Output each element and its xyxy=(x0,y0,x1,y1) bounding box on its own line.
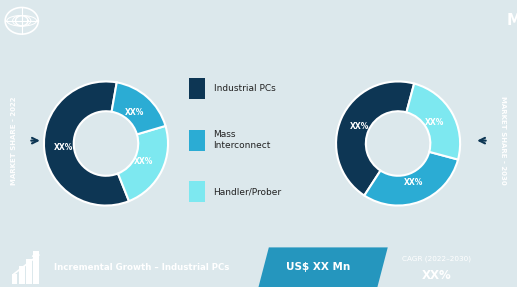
Polygon shape xyxy=(258,247,388,287)
Text: XX%: XX% xyxy=(54,143,74,152)
Bar xyxy=(19,266,25,284)
Bar xyxy=(26,259,32,284)
Text: Mass
Interconnect: Mass Interconnect xyxy=(214,130,271,150)
Text: MARKET BY COMPONENT: MARKET BY COMPONENT xyxy=(507,13,517,28)
Wedge shape xyxy=(336,82,414,195)
Text: MARKET SHARE - 2030: MARKET SHARE - 2030 xyxy=(500,96,506,185)
Bar xyxy=(189,130,205,151)
Wedge shape xyxy=(118,126,168,201)
Text: XX%: XX% xyxy=(425,118,444,127)
Wedge shape xyxy=(364,152,458,205)
Text: XX%: XX% xyxy=(125,108,144,117)
Text: US$ XX Mn: US$ XX Mn xyxy=(286,262,350,272)
Text: CAGR (2022–2030): CAGR (2022–2030) xyxy=(402,255,472,262)
Text: MARKET SHARE - 2022: MARKET SHARE - 2022 xyxy=(11,96,17,185)
Text: Incremental Growth – Industrial PCs: Incremental Growth – Industrial PCs xyxy=(54,263,230,272)
Bar xyxy=(189,78,205,99)
Bar xyxy=(11,274,18,284)
Text: Handler/Prober: Handler/Prober xyxy=(214,187,282,196)
Text: Industrial PCs: Industrial PCs xyxy=(214,84,275,93)
Text: XX%: XX% xyxy=(134,157,154,166)
Wedge shape xyxy=(44,82,129,205)
Text: XX%: XX% xyxy=(422,269,452,282)
Text: XX%: XX% xyxy=(404,179,423,187)
Wedge shape xyxy=(406,84,460,160)
Bar xyxy=(33,251,39,284)
Wedge shape xyxy=(112,82,165,134)
Bar xyxy=(189,181,205,202)
Text: XX%: XX% xyxy=(350,122,369,131)
